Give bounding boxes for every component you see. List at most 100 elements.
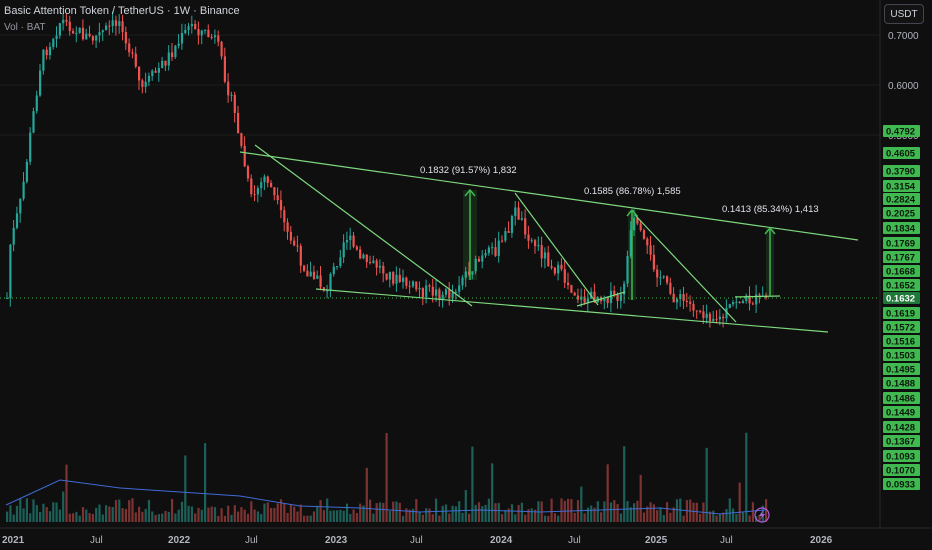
price-tag-label: 0.0933 [886,480,915,491]
candle [629,230,632,256]
volume-bar [121,508,124,522]
volume-bar [652,504,655,522]
candle [626,255,629,284]
volume-bar [161,513,164,522]
measure-arrow-head [764,226,776,235]
volume-bar [362,505,365,522]
candle [62,19,65,24]
candle [138,66,141,81]
volume-bar [174,513,177,522]
candle [567,282,570,286]
candle [312,271,316,279]
candle [411,281,415,287]
candle [95,35,98,41]
candle [6,297,9,299]
price-tag-label: 0.1652 [886,281,915,292]
trendline [514,192,599,306]
candle [586,298,589,303]
flash-icon-ring [754,507,770,523]
volume-bar [510,504,514,522]
x-tick-label: 2022 [168,535,191,546]
volume-bar [187,505,190,522]
candle [319,275,322,288]
price-tag-label: 0.1572 [886,323,915,334]
volume-bar [42,503,45,522]
volume-bar [184,455,187,522]
volume-bar [428,508,431,522]
candle [263,176,266,183]
candle [392,272,395,284]
volume-bar [623,446,626,522]
volume-bar [600,512,603,522]
measure-annotation: 0.1413 (85.34%) 1,413 [722,204,819,296]
candle [243,145,246,167]
candle [685,300,688,302]
volume-bar [75,511,78,522]
volume-bar [497,502,500,522]
candle [461,277,464,286]
volume-bar [629,507,632,522]
candles [6,11,768,328]
price-tag-label: 0.1093 [886,452,915,463]
candle [154,70,157,73]
price-tag-label: 0.1488 [886,379,915,390]
price-tag [883,237,920,249]
volume-bar [451,505,454,522]
candle [613,290,616,295]
candle [48,46,52,56]
candle [336,266,339,268]
candle [652,254,655,270]
candle [200,30,203,36]
candle [484,253,487,256]
candle [220,41,223,57]
candle [583,296,586,303]
price-tag [883,464,920,476]
flash-icon [754,507,770,523]
x-tick-label: 2021 [2,535,25,546]
x-tick-label: 2026 [810,535,833,546]
volume-bar [507,508,510,522]
candle [342,242,345,258]
price-tags: 0.4792 0.4605 0.3790 0.3154 0.2824 0.2025 0.18… [883,125,920,491]
price-tag-label: 0.4792 [886,127,915,138]
volume-bar [751,502,754,522]
volume-bar [735,513,738,522]
candle [699,310,702,312]
volume-bar [649,502,652,522]
candle [382,265,385,274]
volume-bar [230,514,233,522]
price-tag-label: 0.1428 [886,423,915,434]
candle [468,271,471,275]
volume-bar [464,489,467,522]
candle [402,277,405,282]
volume-bar [725,509,728,522]
volume-bar [293,506,296,522]
price-tag [883,279,920,291]
candle [237,112,240,134]
volume-bar [273,508,276,522]
price-tag [883,363,920,375]
volume-bar [606,464,609,522]
volume-bar [656,510,659,522]
candle [157,68,160,73]
candle [372,260,375,264]
price-tag-label: 0.1619 [886,309,915,320]
candle [164,60,167,66]
volume-bar [124,508,127,522]
candle [550,266,553,268]
volume-bar [395,501,398,522]
volume-bar [365,467,368,522]
volume-bar [167,511,170,522]
volume-bar [45,507,48,522]
volume-bar [626,501,629,522]
price-tag-label: 0.1367 [886,437,915,448]
candle [171,52,174,58]
volume-bar [177,509,180,522]
volume-bar [388,510,391,522]
candle [751,303,754,305]
currency-button[interactable]: USDT [884,4,924,24]
volume-bar [270,507,273,522]
volume-bar [646,506,649,522]
candle [273,187,276,196]
